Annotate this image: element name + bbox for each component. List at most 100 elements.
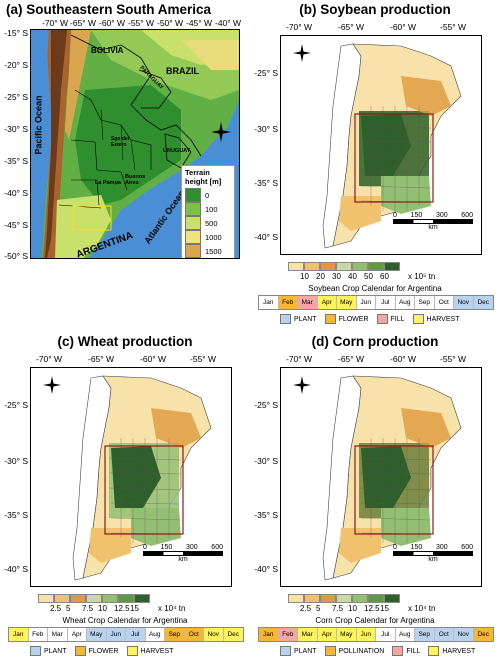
label-la-pampa: La Pampa [95,180,121,186]
terrain-level: 1000 [185,230,231,244]
legend-tick: 20 [316,272,325,281]
lat-tick: -30° S [254,124,278,134]
lon-tick: -45° W [186,18,213,28]
legend-tick: 7.5 [332,604,344,613]
lon-tick: -55° W [190,354,217,364]
lat-tick: -20° S [4,60,28,70]
lon-tick: -70° W [286,354,313,364]
legend-tick: 30 [332,272,341,281]
calendar-month: Sep [415,628,435,641]
lat-tick: -40° S [4,188,28,198]
calendar-month: Dec [473,296,493,309]
lat-tick: -30° S [254,456,278,466]
stage-item: FILL [376,314,405,324]
production-legend [288,262,400,271]
stage-swatch [280,314,291,324]
calendar-title: Wheat Crop Calendar for Argentina [62,616,188,625]
calendar-month: Jul [376,628,396,641]
calendar-month: Jun [356,628,376,641]
lon-tick: -50° W [157,18,184,28]
lon-tick: -60° W [99,18,126,28]
legend-tick: 12.5 [114,604,130,613]
scale-tick: 150 [410,212,423,219]
calendar-month: Nov [204,628,224,641]
stage-label: POLLINATION [338,647,385,655]
legend-swatch [288,262,304,271]
stage-legend: PLANT FLOWER HARVEST [30,646,173,656]
calendar-month: Apr [317,628,337,641]
terrain-level: 500 [185,216,231,230]
lat-tick: -30° S [4,124,28,134]
calendar-month: Apr [67,628,87,641]
lat-tick: -15° S [4,28,28,38]
terrain-swatch [185,202,201,216]
legend-tick: 50 [364,272,373,281]
production-map: 0 150 300 600 km [280,367,482,587]
compass-icon [211,122,231,144]
panel-a: (a) Southeastern South America -70° W -6… [0,0,250,270]
legend-swatch [288,594,304,603]
legend-swatch [304,594,320,603]
terrain-swatch [185,258,201,259]
stage-item: PLANT [280,314,317,324]
lon-tick: -65° W [70,18,97,28]
legend-swatch [352,262,368,271]
calendar-month: Aug [395,628,415,641]
legend-swatch [134,594,150,603]
lon-tick: -60° W [390,354,417,364]
lat-tick: -25° S [4,92,28,102]
lat-tick: -35° S [4,510,28,520]
legend-tick: 15 [380,604,389,613]
label-bolivia: BOLIVIA [91,46,124,55]
calendar-month: Aug [145,628,165,641]
calendar-month: Mar [48,628,68,641]
lat-tick: -35° S [4,156,28,166]
label-pacific-ocean: Pacific Ocean [33,95,44,155]
terrain-level: 2000 [185,258,231,259]
lat-tick: -30° S [4,456,28,466]
panel-title: (b) Soybean production [299,2,451,17]
legend-tick: 15 [130,604,139,613]
stage-item: FILL [392,646,420,656]
production-map-svg [322,43,462,249]
stage-swatch [126,646,138,656]
legend-swatch [70,594,86,603]
calendar-month: Aug [395,296,415,309]
legend-tick: 40 [348,272,357,281]
lat-tick: -25° S [254,68,278,78]
legend-swatch [384,594,400,603]
stage-item: FLOWER [74,646,119,656]
compass-icon [293,376,311,399]
legend-swatch [38,594,54,603]
terrain-legend: Terrain height [m] 0 100 500 1000 1500 2… [181,165,235,259]
legend-swatch [352,594,368,603]
lon-tick: -55° W [440,354,467,364]
lon-tick: -55° W [440,22,467,32]
calendar-month: Jul [126,628,146,641]
compass-icon [43,376,61,399]
lat-tick: -25° S [254,400,278,410]
legend-tick: 10 [98,604,107,613]
production-map: 0 150 300 600 km [30,367,232,587]
calendar-month: Sep [415,296,435,309]
stage-swatch [392,646,404,656]
calendar-month: Feb [278,628,298,641]
stage-swatch [324,646,336,656]
legend-swatch [336,594,352,603]
legend-unit: x 10⁵ tn [408,272,436,281]
stage-label: PLANT [44,647,67,655]
legend-swatch [304,262,320,271]
production-legend [38,594,150,603]
calendar-month: Jul [376,296,396,309]
lat-tick: -35° S [254,510,278,520]
legend-swatch [336,262,352,271]
calendar-month: Jan [9,628,29,641]
scale-bar: 0 150 300 600 km [393,212,473,231]
lat-tick: -40° S [4,564,28,574]
panel-b: (b) Soybean production -70° W -65° W -60° W… [250,0,500,332]
lon-tick: -65° W [338,22,365,32]
scale-tick: 0 [393,212,397,219]
stage-label: FILL [390,315,405,323]
calendar-month: Jun [356,296,376,309]
scale-tick: 0 [393,544,397,551]
